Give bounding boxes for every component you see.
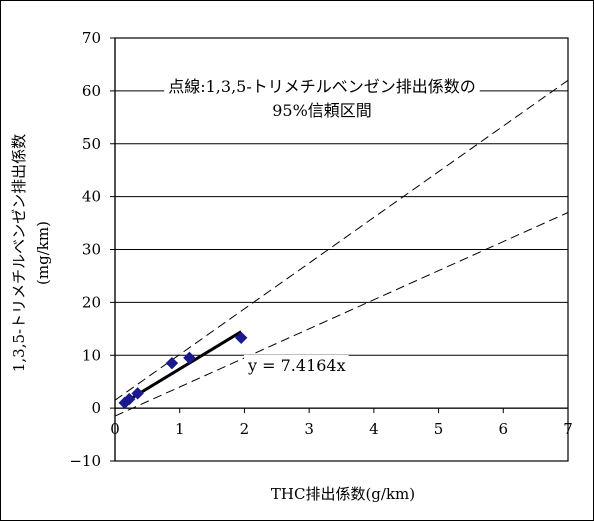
y-tick-label-40: 40 [82,188,101,206]
x-axis-label: THC排出係数(g/km) [271,485,415,503]
x-tick-label-5: 5 [434,420,444,438]
x-tick-label-0: 0 [110,420,120,438]
data-point-2 [131,387,144,400]
data-point-1 [123,392,136,406]
regression-label-background [244,355,349,376]
annotation-line-1: 点線:1,3,5-トリメチルベンゼン排出係数の [168,77,476,96]
y-tick-label-30: 30 [82,241,101,259]
regression-equation-label: y = 7.4164x [247,356,346,375]
axis-layer: 70 60 50 40 30 20 10 0 −10 0 1 2 3 4 5 6 7 [69,29,572,470]
y-tick-label-0: 0 [91,399,101,417]
data-point-3 [165,356,179,370]
x-tick-label-2: 2 [240,420,250,438]
ci-upper-line [114,79,569,401]
annotation-background [164,75,480,122]
x-tick-label-4: 4 [369,420,379,438]
y-axis-label-line-2: (mg/km) [34,221,52,285]
y-tick-label--10: −10 [69,452,101,470]
x-tick-label-6: 6 [499,420,509,438]
x-tick-label-1: 1 [175,420,185,438]
confidence-interval-layer [114,79,569,417]
y-axis-label: 1,3,5-トリメチルベンゼン排出係数 (mg/km) [10,134,52,372]
y-tick-label-20: 20 [82,293,101,311]
y-tick-label-50: 50 [82,135,101,153]
x-tick-label-3: 3 [304,420,314,438]
regression-line [127,330,242,402]
x-tick-label-7: 7 [563,420,573,438]
point-layer [118,331,248,410]
ci-lower-line [114,212,569,417]
data-point-5 [234,331,248,345]
data-point-4 [183,351,196,365]
regression-layer [127,330,242,402]
annotation-line-2: 95%信頼区間 [272,101,372,120]
y-axis-label-line-1: 1,3,5-トリメチルベンゼン排出係数 [10,134,28,372]
y-tick-label-10: 10 [82,346,101,364]
y-tick-label-70: 70 [82,29,101,47]
y-tick-label-60: 60 [82,82,101,100]
